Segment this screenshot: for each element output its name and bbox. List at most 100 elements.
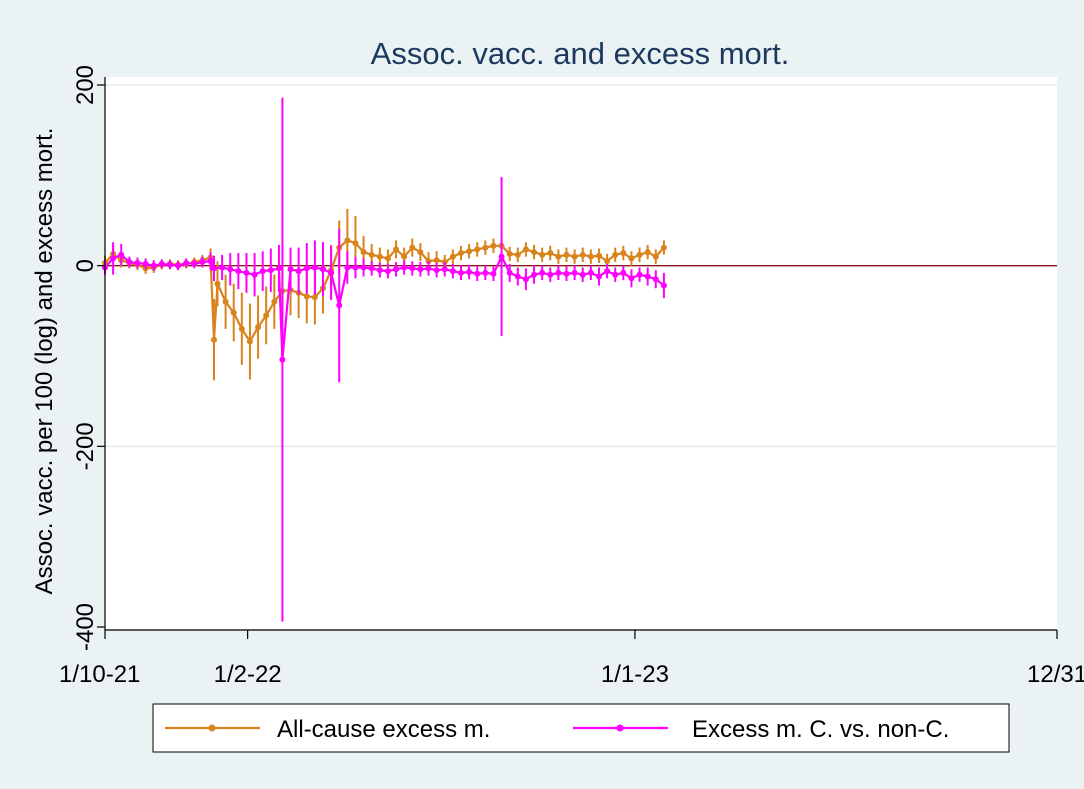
data-point (457, 269, 464, 276)
data-point (636, 271, 643, 278)
plot-area (105, 77, 1057, 629)
data-point (319, 266, 326, 273)
data-point (271, 298, 278, 305)
data-point (571, 269, 578, 276)
data-point (547, 250, 554, 257)
legend-label: Excess m. C. vs. non-C. (692, 716, 949, 743)
data-point (210, 336, 217, 343)
legend-swatch-marker (616, 724, 624, 732)
series-layer (102, 97, 667, 622)
data-point (539, 251, 546, 258)
data-point (506, 250, 513, 257)
data-point (531, 249, 538, 256)
data-point (652, 276, 659, 283)
data-point (158, 260, 165, 267)
data-point (311, 294, 318, 301)
data-point (514, 273, 521, 280)
data-point (482, 269, 489, 276)
data-point (376, 253, 383, 260)
data-point (227, 266, 234, 273)
data-point (555, 269, 562, 276)
data-point (344, 237, 351, 244)
data-point (360, 249, 367, 256)
data-point (263, 312, 270, 319)
data-point (275, 265, 282, 272)
data-point (539, 269, 546, 276)
data-point (393, 266, 400, 273)
data-point (409, 265, 416, 272)
data-point (219, 264, 226, 271)
data-point (368, 251, 375, 258)
data-point (235, 268, 242, 275)
data-point (547, 271, 554, 278)
y-tick-label: -400 (72, 603, 99, 651)
data-point (563, 251, 570, 258)
data-point (531, 271, 538, 278)
data-point (563, 270, 570, 277)
data-point (466, 268, 473, 275)
data-point (287, 266, 294, 273)
data-point (251, 271, 258, 278)
data-point (336, 302, 343, 309)
data-point (352, 240, 359, 247)
x-tick-label: 1/1-23 (601, 661, 669, 688)
data-point (587, 269, 594, 276)
data-point (207, 258, 214, 265)
data-point (295, 268, 302, 275)
data-point (393, 246, 400, 253)
data-point (303, 265, 310, 272)
legend-label: All-cause excess m. (277, 716, 490, 743)
data-point (246, 338, 253, 345)
data-point (498, 253, 505, 260)
data-point (183, 259, 190, 266)
data-point (474, 270, 481, 277)
data-point (620, 250, 627, 257)
data-point (199, 259, 206, 266)
data-point (255, 324, 262, 331)
data-point (214, 280, 221, 287)
legend-swatch-marker (208, 724, 216, 732)
data-point (311, 264, 318, 271)
y-tick-label: 200 (72, 65, 99, 105)
series-2 (102, 97, 667, 622)
data-point (660, 244, 667, 251)
data-point (587, 253, 594, 260)
x-tick-label: 1/10-21 (59, 661, 140, 688)
data-point (604, 258, 611, 265)
x-tick-label: 1/2-22 (214, 661, 282, 688)
data-point (620, 269, 627, 276)
data-point (401, 253, 408, 260)
data-point (376, 267, 383, 274)
data-point (604, 268, 611, 275)
data-point (230, 309, 237, 316)
y-axis-title: Assoc. vacc. per 100 (log) and excess mo… (31, 128, 58, 595)
data-point (110, 255, 117, 262)
data-point (433, 267, 440, 274)
data-point (449, 268, 456, 275)
data-point (514, 251, 521, 258)
data-point (636, 251, 643, 258)
data-point (474, 246, 481, 253)
data-point (579, 251, 586, 258)
data-point (243, 269, 250, 276)
data-point (191, 260, 198, 267)
data-point (279, 356, 286, 363)
y-tick-label: 0 (72, 259, 99, 272)
data-point (490, 242, 497, 249)
data-point (352, 264, 359, 271)
data-point (118, 251, 125, 258)
data-point (360, 264, 367, 271)
data-point (628, 275, 635, 282)
data-point (238, 325, 245, 332)
y-tick-label: -200 (72, 422, 99, 470)
data-point (490, 270, 497, 277)
data-point (328, 269, 335, 276)
x-ticks: 1/10-21 1/2-22 1/1-23 12/31 (59, 630, 1084, 688)
data-point (652, 253, 659, 260)
data-point (433, 257, 440, 264)
chart-title: Assoc. vacc. and excess mort. (371, 36, 790, 71)
data-point (417, 249, 424, 256)
data-point (628, 255, 635, 262)
data-point (482, 244, 489, 251)
